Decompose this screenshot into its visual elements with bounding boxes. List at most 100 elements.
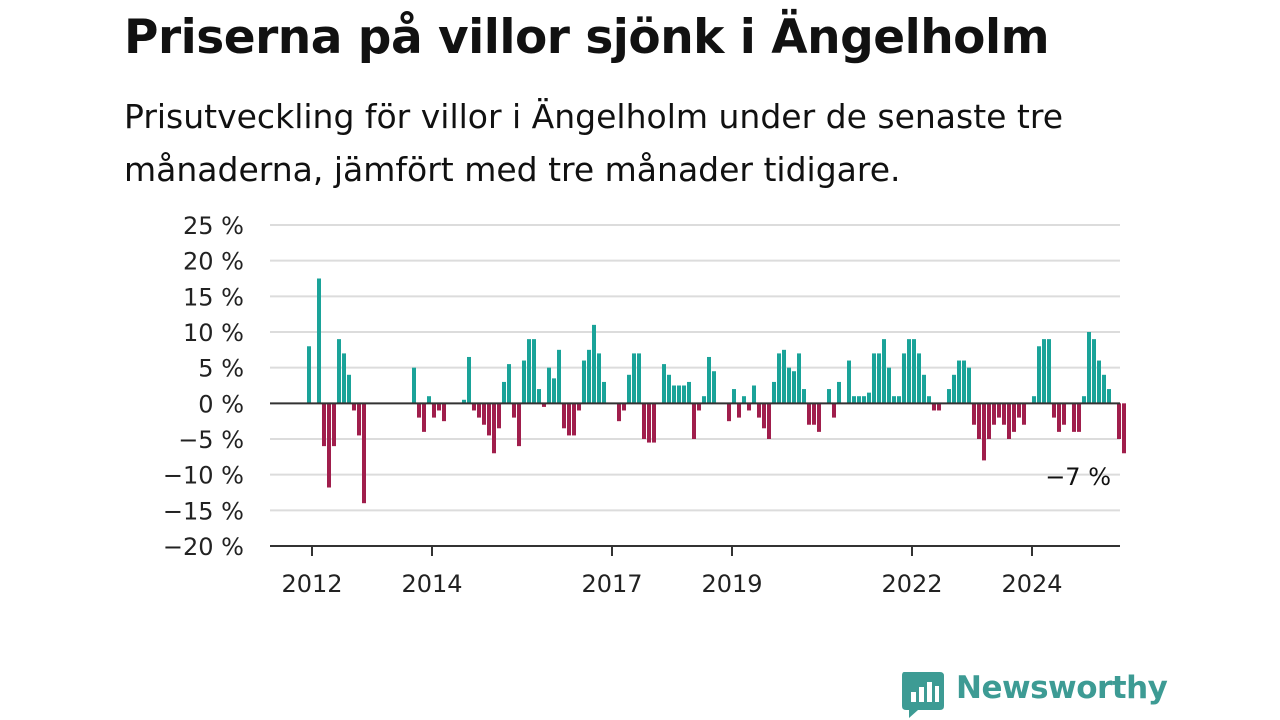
y-tick-label: −5 % (178, 426, 244, 454)
bar (1107, 389, 1111, 404)
bar (687, 381, 691, 404)
bar (677, 385, 681, 404)
bar (1012, 403, 1016, 432)
bar (922, 374, 926, 404)
bar (307, 346, 311, 404)
bar (867, 392, 871, 404)
x-axis-labels: 2012 2014 2017 2019 2022 2024 (281, 570, 1062, 598)
bar (512, 403, 516, 418)
bar (1077, 403, 1081, 432)
bar (712, 371, 716, 404)
bar (437, 403, 441, 411)
bar (792, 371, 796, 404)
bar (422, 403, 426, 432)
bar (957, 360, 961, 404)
bar (662, 364, 666, 404)
bar (537, 389, 541, 404)
bar (1057, 403, 1061, 432)
bar (347, 374, 351, 404)
bar (767, 403, 771, 439)
y-tick-label: −15 % (163, 497, 244, 525)
bar (552, 378, 556, 404)
bar (817, 403, 821, 432)
bars (307, 278, 1126, 504)
bar (562, 403, 566, 429)
bar (917, 353, 921, 404)
bar (322, 403, 326, 447)
x-tick-label: 2019 (701, 570, 762, 598)
bar (672, 385, 676, 404)
bar (847, 360, 851, 404)
y-tick-label: 10 % (183, 319, 244, 347)
bar (327, 403, 331, 488)
newsworthy-logo-icon (902, 672, 944, 718)
bar (972, 403, 976, 425)
bar (1022, 403, 1026, 425)
bar (1062, 403, 1066, 425)
bar (602, 381, 606, 404)
bar (477, 403, 481, 418)
bar (432, 403, 436, 418)
x-tick-label: 2014 (401, 570, 462, 598)
bar (597, 353, 601, 404)
bar (442, 403, 446, 422)
newsworthy-logo: Newsworthy (900, 668, 1168, 718)
bar (517, 403, 521, 447)
bar (1002, 403, 1006, 425)
bar (577, 403, 581, 411)
bar (802, 389, 806, 404)
bar (1082, 396, 1086, 404)
bar (417, 403, 421, 418)
bar (1087, 332, 1091, 404)
bar (987, 403, 991, 439)
x-tick-label: 2024 (1001, 570, 1062, 598)
bar (777, 353, 781, 404)
bar (882, 339, 886, 404)
bar (667, 374, 671, 404)
y-tick-label: 20 % (183, 248, 244, 276)
bar (617, 403, 621, 422)
bar (982, 403, 986, 461)
bar (1102, 374, 1106, 404)
bar (732, 389, 736, 404)
bar (547, 367, 551, 404)
bar (692, 403, 696, 439)
bar (812, 403, 816, 425)
bar (637, 353, 641, 404)
bar (557, 349, 561, 404)
bar (507, 364, 511, 404)
bar (587, 349, 591, 404)
bar (622, 403, 626, 411)
bar (592, 324, 596, 404)
bar (927, 396, 931, 404)
bar (362, 403, 366, 504)
bar (317, 278, 321, 404)
bar (827, 389, 831, 404)
bar (497, 403, 501, 429)
bar (487, 403, 491, 436)
bar (782, 349, 786, 404)
bar (967, 367, 971, 404)
bar (1072, 403, 1076, 432)
bar (572, 403, 576, 436)
bar (892, 396, 896, 404)
bar (1047, 339, 1051, 404)
y-tick-label: 5 % (198, 355, 244, 383)
bar (962, 360, 966, 404)
y-tick-label: 25 % (183, 212, 244, 240)
bar (462, 399, 466, 404)
bar (832, 403, 836, 418)
bar (492, 403, 496, 454)
bar (907, 339, 911, 404)
bar (627, 374, 631, 404)
bar (787, 367, 791, 404)
bar (1117, 403, 1121, 439)
y-tick-label: 0 % (198, 390, 244, 418)
bar (737, 403, 741, 418)
bar (707, 356, 711, 404)
bar (852, 396, 856, 404)
bar (532, 339, 536, 404)
bar (472, 403, 476, 411)
newsworthy-logo-text: Newsworthy (956, 670, 1168, 706)
bar-chart: 25 % 20 % 15 % 10 % 5 % 0 % −5 % −10 % −15 % −20 … (163, 212, 1126, 598)
